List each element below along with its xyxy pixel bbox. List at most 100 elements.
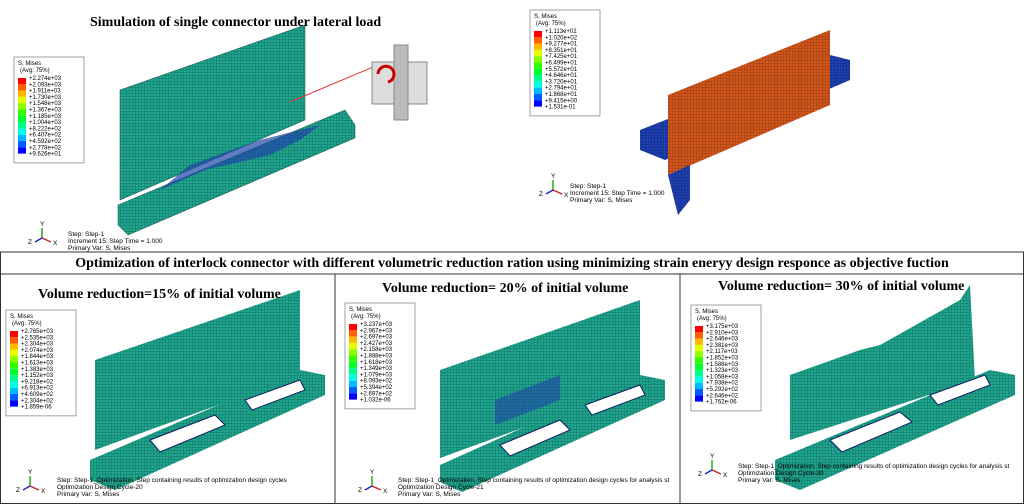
- legend-avg: (Avg: 75%): [536, 21, 566, 27]
- legend-value: +5.292e+02: [706, 387, 739, 393]
- legend-swatch: [349, 330, 357, 337]
- legend-value: +2.967e+03: [360, 328, 393, 334]
- triad-label: Z: [698, 471, 702, 478]
- legend-swatch: [349, 380, 357, 387]
- legend-title: S, Mises: [534, 14, 557, 20]
- legend-value: +1.004e+03: [29, 120, 62, 126]
- legend-value: +1.548e+03: [29, 101, 62, 107]
- legend-swatch: [534, 49, 542, 57]
- legend-swatch: [349, 324, 357, 331]
- legend-value: +1.762e-06: [706, 400, 737, 406]
- legend-title: S, Mises: [18, 61, 41, 67]
- legend-swatch: [18, 109, 26, 116]
- legend-swatch: [349, 342, 357, 350]
- step-info: Primary Var: S, Mises: [57, 491, 120, 498]
- legend-swatch: [695, 395, 703, 402]
- legend-title: S, Mises: [695, 309, 718, 315]
- legend-swatch: [534, 87, 542, 94]
- step-info: Optimization Design Cycle-21: [398, 484, 484, 491]
- legend-swatch: [10, 381, 18, 388]
- legend-value: +1.058e+03: [706, 374, 739, 380]
- triad-label: Y: [40, 221, 45, 228]
- legend-value: +1.888e+03: [360, 354, 393, 360]
- legend-value: +1.323e+03: [706, 368, 739, 374]
- legend-swatch: [18, 90, 26, 97]
- legend-value: +1.844e+03: [21, 354, 54, 360]
- legend-swatch: [10, 337, 18, 344]
- legend-value: +3.720e+01: [545, 79, 578, 85]
- legend-value: +2.117e+03: [706, 349, 738, 355]
- legend-swatch: [10, 400, 18, 407]
- legend-value: +9.626e+01: [29, 152, 62, 158]
- legend-value: +9.277e+01: [545, 42, 578, 48]
- axis-z: [704, 469, 713, 475]
- legend-swatch: [534, 31, 542, 38]
- step-info: Step: Step-1: [68, 231, 105, 238]
- legend-swatch: [695, 344, 703, 352]
- panel-title: Volume reduction= 20% of initial volume: [382, 281, 628, 296]
- legend-value: +6.407e+02: [29, 133, 62, 139]
- legend-swatch: [10, 356, 18, 363]
- legend-swatch: [695, 351, 703, 358]
- legend-swatch: [534, 81, 542, 88]
- triad-label: X: [723, 472, 728, 479]
- legend-value: +1.852e+03: [706, 356, 739, 362]
- legend-value: +2.427e+03: [360, 341, 393, 347]
- triad-label: Y: [28, 469, 33, 476]
- legend-value: +2.778e+02: [29, 145, 62, 151]
- legend-swatch: [18, 78, 26, 85]
- legend-value: +1.032e-06: [360, 398, 391, 404]
- axis-z: [545, 189, 554, 195]
- legend-value: +4.646e+01: [545, 73, 578, 79]
- legend-swatch: [534, 62, 542, 69]
- triad-label: X: [53, 240, 58, 247]
- legend-value: +8.351e+01: [545, 48, 578, 54]
- axis-x: [29, 485, 40, 491]
- legend-swatch: [18, 115, 26, 123]
- legend-swatch: [695, 332, 703, 339]
- legend-value: +9.415e+00: [545, 98, 578, 104]
- step-info: Increment 15: Step Time = 1.000: [570, 190, 665, 197]
- step-info: Primary Var: S, Mises: [570, 197, 633, 204]
- axis-x: [552, 189, 563, 195]
- step-info: Optimization Design Cycle-20: [57, 484, 143, 491]
- legend-value: +3.237e+03: [360, 322, 393, 328]
- legend-value: +1.152e+03: [21, 373, 54, 379]
- legend-swatch: [10, 368, 18, 376]
- legend-swatch: [695, 389, 703, 396]
- legend-value: +7.938e+02: [706, 381, 739, 387]
- legend-swatch: [695, 326, 703, 333]
- step-info: Step: Step-1_Optimization, Step containi…: [398, 477, 670, 484]
- model-panel-2: [440, 300, 665, 492]
- legend-title: S, Mises: [349, 307, 372, 313]
- legend-value: +2.381e+03: [706, 343, 739, 349]
- legend-swatch: [349, 393, 357, 400]
- legend-value: +1.383e+03: [21, 367, 54, 373]
- legend-value: +2.535e+03: [21, 335, 54, 341]
- legend-swatch: [534, 43, 542, 50]
- legend-value: +1.185e+03: [29, 114, 62, 120]
- legend-value: +1.613e+03: [21, 361, 54, 367]
- legend-swatch: [695, 357, 703, 364]
- top-title: Simulation of single connector under lat…: [90, 15, 381, 30]
- panel-title: Volume reduction= 30% of initial volume: [718, 279, 964, 294]
- triad-label: Z: [358, 487, 362, 494]
- legend-swatch: [349, 374, 357, 381]
- legend-swatch: [18, 122, 26, 129]
- legend-value: +6.913e+02: [21, 386, 54, 392]
- model-top-right: [640, 30, 850, 215]
- step-info: Primary Var: S, Mises: [738, 477, 801, 484]
- triad-label: Z: [28, 239, 32, 246]
- legend-value: +2.646e+03: [706, 337, 739, 343]
- legend-swatch: [18, 84, 26, 91]
- legend-value: +9.218e+02: [21, 379, 54, 385]
- legend-value: +2.304e+03: [21, 342, 54, 348]
- legend-avg: (Avg: 75%): [20, 68, 50, 74]
- legend-swatch: [10, 387, 18, 394]
- legend-swatch: [10, 343, 18, 350]
- legend-swatch: [349, 387, 357, 394]
- legend-swatch: [18, 103, 26, 110]
- legend-value: +2.794e+01: [545, 86, 578, 92]
- model-top-left: [117, 24, 428, 236]
